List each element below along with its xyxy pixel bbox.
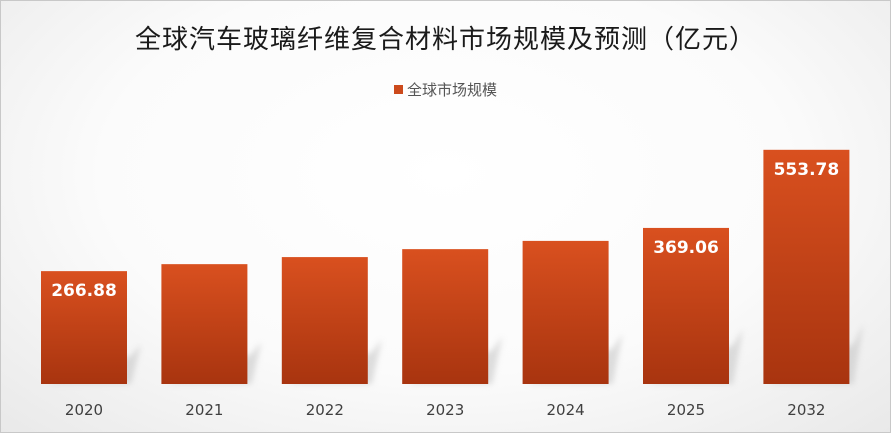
x-tick-2025: 2025 — [667, 401, 705, 419]
legend-swatch — [393, 85, 403, 94]
x-tick-2020: 2020 — [65, 401, 103, 419]
legend: 全球市场规模 — [1, 79, 890, 100]
bar-2023 — [402, 249, 489, 384]
x-tick-2032: 2032 — [787, 401, 825, 419]
bar-2025 — [643, 227, 729, 384]
bar-2032 — [763, 149, 850, 384]
data-label-2032: 553.78 — [774, 160, 840, 180]
bar-2024 — [522, 240, 609, 384]
data-label-2020: 266.88 — [51, 281, 117, 301]
bar-2020 — [41, 271, 127, 384]
data-label-2025: 369.06 — [653, 238, 719, 258]
x-tick-2024: 2024 — [547, 401, 585, 419]
x-tick-2023: 2023 — [426, 401, 464, 419]
legend-label: 全球市场规模 — [406, 81, 497, 99]
bar-2022 — [281, 257, 368, 384]
x-tick-2021: 2021 — [185, 401, 223, 419]
bar-2021 — [161, 264, 248, 384]
x-tick-2022: 2022 — [306, 401, 344, 419]
chart-title: 全球汽车玻璃纤维复合材料市场规模及预测（亿元） — [134, 25, 756, 55]
